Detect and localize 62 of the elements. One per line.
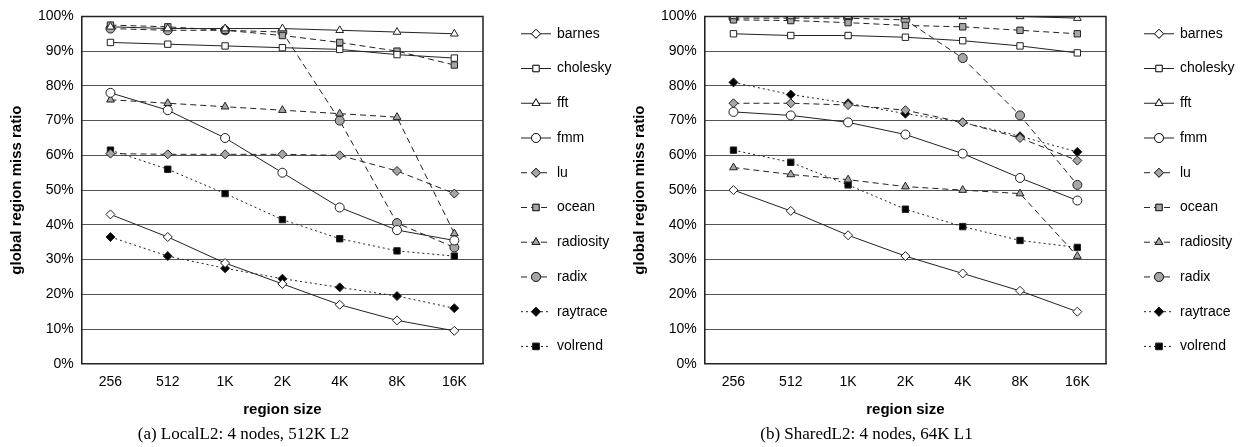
- legend-label: lu: [1180, 163, 1191, 180]
- y-tick-label: 40%: [45, 215, 74, 232]
- y-tick-label: 80%: [45, 76, 74, 93]
- legend-label: ocean: [557, 198, 596, 215]
- x-tick-label: 4K: [954, 373, 972, 390]
- legend-label: radix: [557, 267, 588, 284]
- x-tick-label: 512: [156, 373, 180, 390]
- x-tick-label: 2K: [273, 373, 292, 390]
- legend-label: volrend: [557, 337, 603, 354]
- legend-label: lu: [557, 163, 568, 180]
- y-tick-label: 60%: [45, 146, 74, 163]
- x-tick-label: 8K: [1011, 373, 1030, 390]
- y-tick-label: 60%: [668, 146, 697, 163]
- y-tick-label: 70%: [45, 111, 74, 128]
- x-tick-label: 1K: [216, 373, 235, 390]
- y-tick-label: 90%: [668, 42, 697, 58]
- legend-label: raytrace: [1180, 302, 1231, 319]
- y-tick-label: 70%: [668, 111, 697, 128]
- x-tick-label: 2K: [896, 373, 915, 390]
- y-tick-label: 10%: [668, 319, 697, 336]
- legend-label: barnes: [1180, 24, 1223, 41]
- x-tick-label: 8K: [388, 373, 407, 390]
- y-tick-label: 0%: [53, 354, 74, 371]
- x-tick-label: 256: [98, 373, 123, 390]
- legend-label: cholesky: [1180, 59, 1235, 76]
- y-tick-label: 10%: [45, 319, 74, 336]
- x-tick-label: 512: [779, 373, 803, 390]
- y-tick-label: 20%: [45, 285, 74, 302]
- legend-label: barnes: [557, 24, 600, 41]
- y-tick-label: 100%: [37, 7, 74, 24]
- legend-label: fmm: [1180, 128, 1208, 145]
- y-tick-label: 30%: [668, 250, 697, 267]
- legend-label: fmm: [557, 128, 585, 145]
- y-axis-title: global region miss ratio: [7, 105, 25, 275]
- y-tick-label: 80%: [668, 76, 697, 93]
- x-axis-title: region size: [866, 399, 945, 417]
- x-tick-label: 1K: [839, 373, 858, 390]
- y-tick-label: 40%: [668, 215, 697, 232]
- legend-label: radiosity: [1180, 233, 1233, 250]
- legend-label: cholesky: [557, 59, 612, 76]
- text: (b) SharedL2: 4 nodes, 64K L1: [760, 424, 973, 444]
- y-tick-label: 20%: [668, 285, 697, 302]
- x-tick-label: 16K: [441, 373, 468, 390]
- y-tick-label: 100%: [660, 7, 697, 24]
- y-tick-label: 30%: [45, 250, 74, 267]
- legend-label: volrend: [1180, 337, 1226, 354]
- x-tick-label: 16K: [1064, 373, 1091, 390]
- x-tick-label: 4K: [331, 373, 349, 390]
- legend-label: fft: [1180, 94, 1192, 111]
- legend-label: ocean: [1180, 198, 1219, 215]
- legend-label: radix: [1180, 267, 1211, 284]
- legend-label: raytrace: [557, 302, 608, 319]
- x-axis-title: region size: [243, 399, 322, 417]
- y-tick-label: 50%: [45, 180, 74, 197]
- y-tick-label: 50%: [668, 180, 697, 197]
- legend-label: radiosity: [557, 233, 610, 250]
- y-axis-title: global region miss ratio: [630, 105, 648, 275]
- x-tick-label: 256: [721, 373, 746, 390]
- y-tick-label: 90%: [45, 42, 74, 58]
- text: (a) LocalL2: 4 nodes, 512K L2: [137, 424, 350, 444]
- y-tick-label: 0%: [676, 354, 697, 371]
- legend-label: fft: [557, 94, 569, 111]
